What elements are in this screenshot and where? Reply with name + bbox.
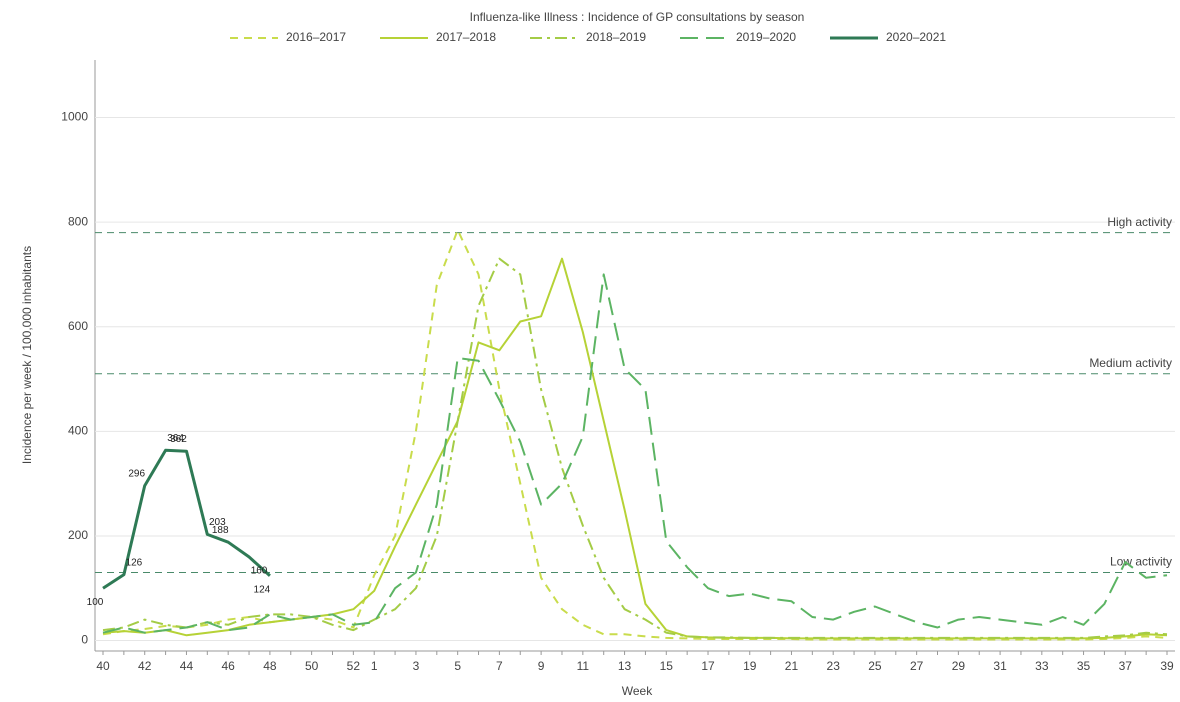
y-tick-label: 600	[68, 319, 88, 333]
x-tick-label: 21	[785, 659, 799, 673]
data-label: 100	[87, 597, 104, 608]
x-tick-label: 44	[180, 659, 194, 673]
x-tick-label: 31	[993, 659, 1007, 673]
chart-title: Influenza-like Illness : Incidence of GP…	[470, 10, 805, 24]
series-line	[102, 273, 1168, 634]
x-tick-label: 50	[305, 659, 319, 673]
y-tick-label: 0	[81, 633, 88, 647]
x-tick-label: 46	[221, 659, 235, 673]
x-tick-label: 42	[138, 659, 152, 673]
data-label: 188	[212, 525, 229, 536]
data-label: 203	[209, 517, 226, 528]
y-tick-label: 800	[68, 214, 88, 228]
x-axis-label: Week	[622, 684, 653, 697]
x-tick-label: 1	[371, 659, 378, 673]
data-label: 160	[251, 565, 268, 576]
x-tick-label: 23	[827, 659, 841, 673]
x-tick-label: 48	[263, 659, 277, 673]
series-line	[102, 229, 1168, 641]
x-tick-label: 37	[1119, 659, 1133, 673]
x-tick-label: 25	[868, 659, 882, 673]
threshold-label: Low activity	[1110, 555, 1172, 569]
data-label: 296	[128, 468, 145, 479]
legend-label: 2020–2021	[886, 30, 946, 44]
data-label: 364	[167, 433, 184, 444]
x-tick-label: 11	[577, 659, 590, 673]
x-tick-label: 27	[910, 659, 924, 673]
x-tick-label: 7	[496, 659, 503, 673]
legend-label: 2017–2018	[436, 30, 496, 44]
data-label: 362	[170, 434, 187, 445]
x-tick-label: 19	[743, 659, 757, 673]
x-tick-label: 13	[618, 659, 632, 673]
x-tick-label: 17	[701, 659, 715, 673]
x-tick-label: 35	[1077, 659, 1091, 673]
x-tick-label: 29	[952, 659, 966, 673]
legend-label: 2016–2017	[286, 30, 346, 44]
x-tick-label: 33	[1035, 659, 1049, 673]
series-line	[102, 448, 271, 590]
x-tick-label: 40	[96, 659, 110, 673]
x-tick-label: 15	[660, 659, 674, 673]
x-tick-label: 52	[347, 659, 361, 673]
y-tick-label: 200	[68, 528, 88, 542]
x-tick-label: 5	[454, 659, 461, 673]
series-line	[102, 257, 1168, 639]
threshold-label: Medium activity	[1089, 356, 1172, 370]
series-line	[102, 257, 1168, 640]
y-axis-label: Incidence per week / 100,000 inhabitants	[20, 246, 34, 464]
y-tick-label: 1000	[61, 110, 88, 124]
data-label: 124	[254, 584, 271, 595]
y-tick-label: 400	[68, 424, 88, 438]
legend-label: 2019–2020	[736, 30, 796, 44]
data-label: 126	[126, 557, 143, 568]
legend-label: 2018–2019	[586, 30, 646, 44]
x-tick-label: 9	[538, 659, 545, 673]
x-tick-label: 3	[413, 659, 420, 673]
threshold-label: High activity	[1107, 215, 1172, 229]
x-tick-label: 39	[1160, 659, 1174, 673]
